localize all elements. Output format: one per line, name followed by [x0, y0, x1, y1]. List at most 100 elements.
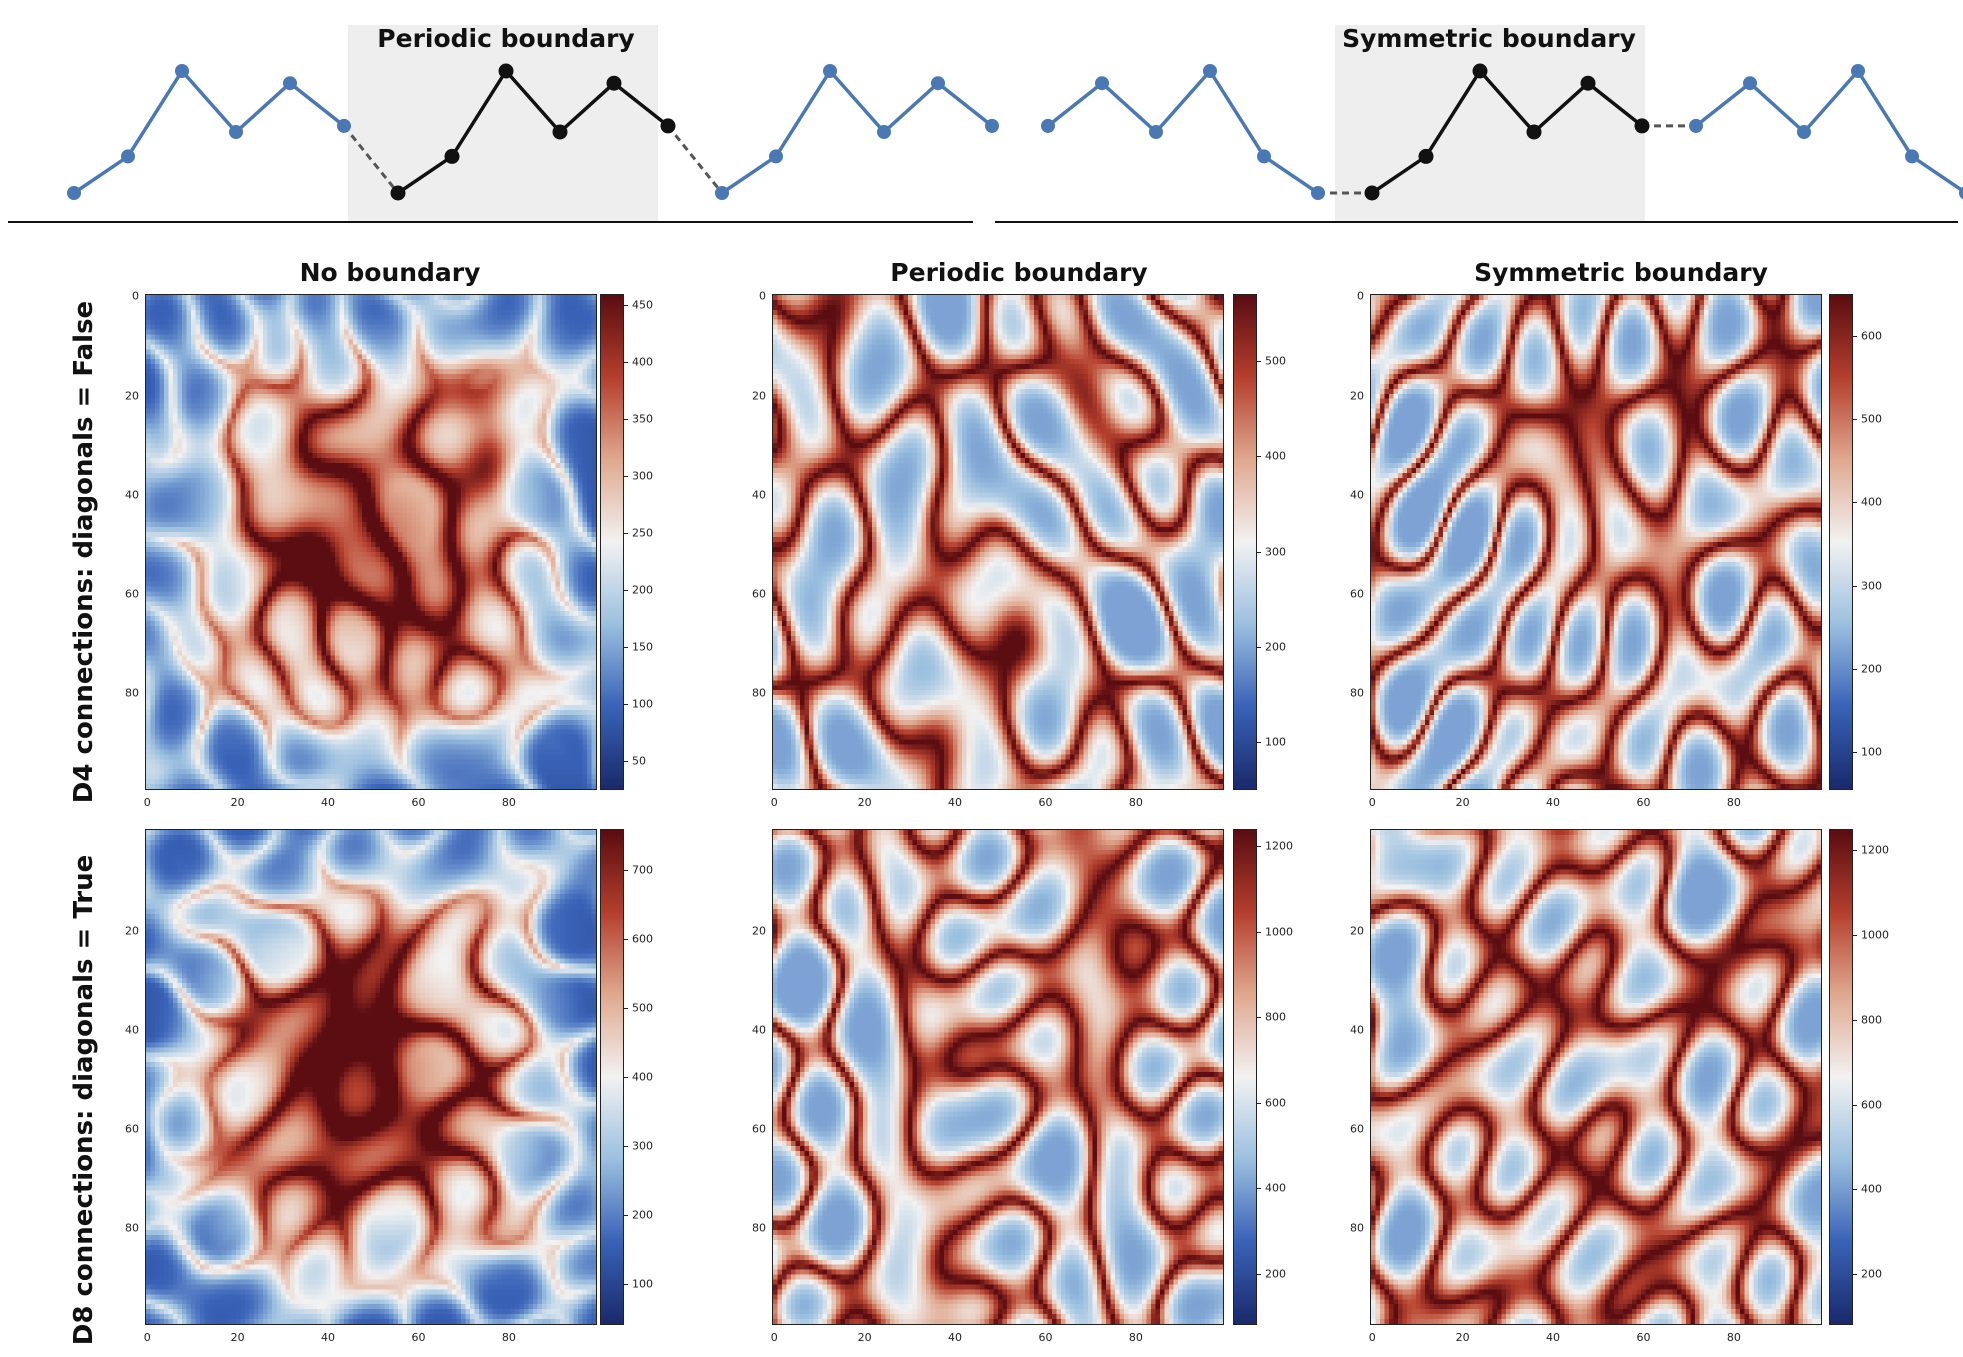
- colorbar-tick-label: 300: [1861, 579, 1882, 593]
- series-point: [1364, 185, 1380, 201]
- colorbar-tick-label: 50: [632, 754, 646, 768]
- colorbar-tick-mark: [624, 1008, 628, 1010]
- x-tick-label: 0: [1368, 1331, 1376, 1344]
- series-point: [1689, 118, 1703, 133]
- x-tick-label: 20: [230, 1331, 245, 1344]
- series-point: [1797, 125, 1811, 139]
- series-point: [1257, 149, 1271, 164]
- series-point: [1634, 118, 1650, 134]
- colorbar-tick-label: 600: [1861, 329, 1882, 343]
- colorbar-tick-mark: [1853, 419, 1857, 421]
- y-tick-label: 80: [752, 686, 766, 700]
- series-point: [877, 125, 891, 139]
- y-tick-label: 60: [1350, 1122, 1364, 1136]
- colorbar-tick-label: 600: [632, 932, 653, 946]
- colorbar-tick-label: 1200: [1861, 843, 1889, 857]
- x-tick-label: 80: [1726, 1331, 1741, 1344]
- colorbar-tick-mark: [1853, 752, 1857, 754]
- heatmap-d4-periodic: [772, 294, 1224, 790]
- domain-series-line: [397, 68, 670, 195]
- x-tick-label: 60: [411, 796, 426, 809]
- x-tick-label: 0: [770, 796, 778, 809]
- series-point: [823, 64, 837, 78]
- colorbar-tick-mark: [1257, 1188, 1261, 1190]
- colorbar-tick-mark: [624, 647, 628, 649]
- series-point: [283, 76, 297, 91]
- colorbar-tick-mark: [624, 305, 628, 307]
- symmetric-schematic-title: Symmetric boundary: [1342, 24, 1636, 53]
- x-tick-label: 40: [1546, 796, 1561, 809]
- series-point: [985, 118, 999, 133]
- colorbar-tick-label: 450: [632, 298, 653, 312]
- colorbar-tick-label: 400: [1861, 495, 1882, 509]
- y-tick-label: 80: [125, 686, 139, 700]
- colorbar-tick-mark: [624, 1145, 628, 1147]
- x-tick-label: 40: [948, 1331, 963, 1344]
- periodic-schematic-plot: [67, 63, 999, 201]
- colorbar-tick-mark: [624, 704, 628, 706]
- periodic-schematic-title: Periodic boundary: [377, 24, 635, 53]
- y-tick-label: 80: [752, 1221, 766, 1235]
- colorbar-tick-mark: [1257, 551, 1261, 553]
- y-tick-label: 40: [1350, 1023, 1364, 1037]
- y-tick-label: 40: [125, 1023, 139, 1037]
- colorbar-tick-label: 300: [632, 1139, 653, 1153]
- colorbar-tick-mark: [624, 476, 628, 478]
- colorbar-tick-label: 400: [632, 355, 653, 369]
- series-point: [390, 185, 406, 201]
- colorbar-tick-label: 100: [632, 1277, 653, 1291]
- colorbar-tick-mark: [1257, 846, 1261, 848]
- colorbar-tick-mark: [1853, 585, 1857, 587]
- series-point: [498, 63, 514, 79]
- colorbar-tick-label: 200: [1861, 1267, 1882, 1281]
- colorbar-tick-mark: [1853, 502, 1857, 504]
- colorbar-tick-mark: [624, 362, 628, 364]
- heatmap-d4-no-boundary: [145, 294, 597, 790]
- x-tick-label: 0: [143, 1331, 151, 1344]
- y-tick-label: 40: [125, 488, 139, 502]
- colorbar-tick-label: 100: [632, 697, 653, 711]
- series-point: [1203, 64, 1217, 78]
- y-tick-label: 60: [125, 587, 139, 601]
- boundary-schematics: [8, 25, 1963, 223]
- colorbar-tick-label: 150: [632, 640, 653, 654]
- column-title-periodic-boundary: Periodic boundary: [890, 258, 1148, 287]
- y-tick-label: 20: [125, 389, 139, 403]
- y-tick-label: 80: [1350, 1221, 1364, 1235]
- colorbar-tick-label: 100: [1861, 745, 1882, 759]
- series-point: [552, 124, 568, 140]
- row-label-d8: D8 connections: diagonals = True: [69, 854, 99, 1346]
- symmetric-schematic-plot: [1041, 63, 1963, 201]
- series-point: [660, 118, 676, 134]
- y-tick-label: 20: [1350, 924, 1364, 938]
- x-tick-label: 20: [857, 796, 872, 809]
- series-point: [1905, 149, 1919, 164]
- series-point: [606, 75, 622, 91]
- colorbar: [1233, 294, 1257, 790]
- x-tick-label: 20: [230, 796, 245, 809]
- x-tick-label: 20: [857, 1331, 872, 1344]
- colorbar-tick-mark: [1853, 669, 1857, 671]
- x-tick-label: 0: [770, 1331, 778, 1344]
- y-tick-label: 60: [125, 1122, 139, 1136]
- colorbar-tick-label: 800: [1861, 1013, 1882, 1027]
- series-point: [1095, 76, 1109, 91]
- y-tick-label: 80: [125, 1221, 139, 1235]
- series-point: [175, 64, 189, 78]
- colorbar-tick-label: 1000: [1265, 925, 1293, 939]
- colorbar-tick-mark: [624, 761, 628, 763]
- y-tick-label: 40: [752, 1023, 766, 1037]
- series-point: [67, 186, 81, 200]
- colorbar: [600, 829, 624, 1325]
- y-tick-label: 20: [752, 389, 766, 403]
- series-point: [1959, 186, 1963, 200]
- colorbar-tick-mark: [1853, 850, 1857, 852]
- colorbar-tick-mark: [1853, 934, 1857, 936]
- x-tick-label: 80: [501, 796, 516, 809]
- colorbar-tick-label: 400: [1265, 1181, 1286, 1195]
- colorbar-tick-mark: [624, 939, 628, 941]
- colorbar-tick-mark: [624, 1283, 628, 1285]
- colorbar-tick-label: 400: [1265, 449, 1286, 463]
- colorbar-tick-label: 250: [632, 526, 653, 540]
- x-tick-label: 60: [411, 1331, 426, 1344]
